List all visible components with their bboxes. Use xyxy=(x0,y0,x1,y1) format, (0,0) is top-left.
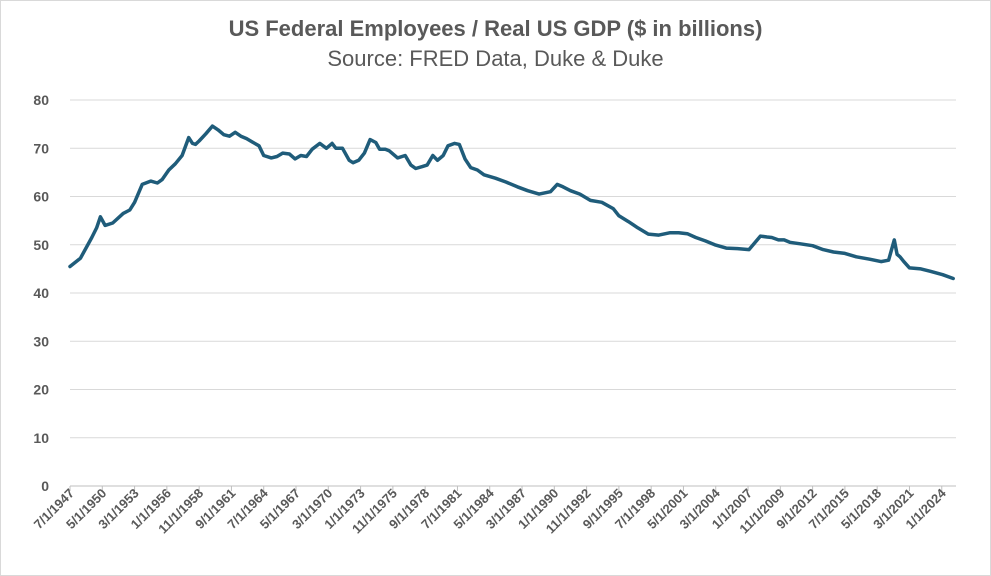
chart-title: US Federal Employees / Real US GDP ($ in… xyxy=(228,16,763,41)
series-line xyxy=(68,124,955,281)
y-tick-label: 50 xyxy=(33,237,49,253)
y-tick-label: 60 xyxy=(33,189,49,205)
chart-subtitle: Source: FRED Data, Duke & Duke xyxy=(327,46,664,71)
series-group xyxy=(68,124,955,281)
y-tick-label: 0 xyxy=(41,478,49,494)
y-tick-label: 20 xyxy=(33,382,49,398)
x-axis-ticks: 7/1/19475/1/19503/1/19531/1/195611/1/195… xyxy=(31,485,950,537)
y-tick-label: 70 xyxy=(33,140,49,156)
y-tick-label: 40 xyxy=(33,285,49,301)
y-tick-label: 10 xyxy=(33,430,49,446)
gridlines xyxy=(70,99,956,487)
y-tick-label: 30 xyxy=(33,333,49,349)
y-axis-ticks: 0 10 20 30 40 50 60 70 80 xyxy=(33,92,49,494)
y-tick-label: 80 xyxy=(33,92,49,108)
